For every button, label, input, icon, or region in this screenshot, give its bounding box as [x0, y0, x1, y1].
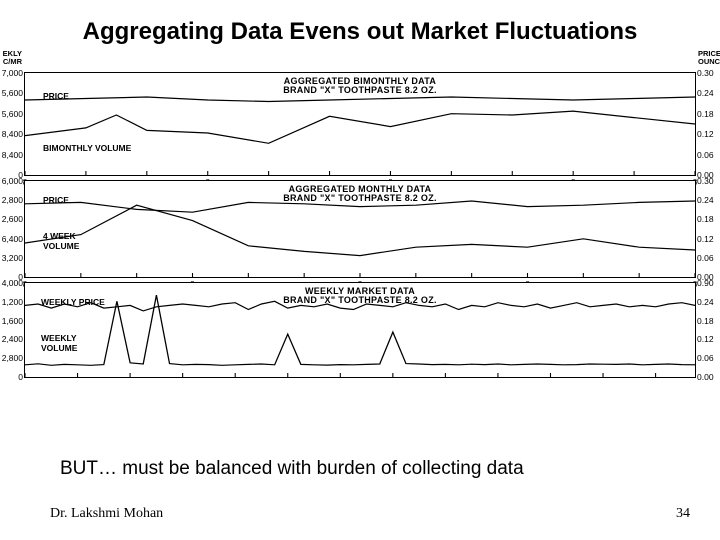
y-axis-left: 4,0001,2001,6002,4002,8000	[0, 283, 23, 377]
y-axis-right: 0.900.240.180.120.060.00	[697, 283, 720, 377]
plot-svg	[25, 181, 695, 277]
chart-panel-0: AGGREGATED BIMONTHLY DATABRAND "X" TOOTH…	[24, 72, 696, 176]
y-axis-right: 0.300.240.180.120.060.00	[697, 73, 720, 175]
slide-caption: BUT… must be balanced with burden of col…	[60, 458, 690, 480]
left-axis-header: EKLY C/MR	[0, 50, 22, 65]
y-axis-left: 7,0005,6005,6008,4008,4000	[0, 73, 23, 175]
plot-svg	[25, 283, 695, 377]
price-line	[25, 97, 695, 102]
footer-page: 34	[676, 506, 690, 522]
price-line	[25, 301, 695, 311]
x-ticks: 88888	[25, 171, 695, 177]
chart-stack: EKLY C/MR PRICE/ OUNCE AGGREGATED BIMONT…	[24, 72, 696, 382]
volume-line	[25, 111, 695, 143]
volume-line	[25, 205, 695, 255]
right-axis-header: PRICE/ OUNCE	[698, 50, 720, 65]
chart-panel-2: WEEKLY MARKET DATABRAND "X" TOOTHPASTE 8…	[24, 282, 696, 378]
chart-panel-1: AGGREGATED MONTHLY DATABRAND "X" TOOTHPA…	[24, 180, 696, 278]
y-axis-left: 6,0002,8002,6006,4003,2000	[0, 181, 23, 277]
slide-title: Aggregating Data Evens out Market Fluctu…	[0, 18, 720, 46]
plot-svg	[25, 73, 695, 175]
x-ticks: 88888	[25, 273, 695, 279]
y-axis-right: 0.300.240.180.120.060.00	[697, 181, 720, 277]
footer-author: Dr. Lakshmi Mohan	[50, 506, 163, 522]
